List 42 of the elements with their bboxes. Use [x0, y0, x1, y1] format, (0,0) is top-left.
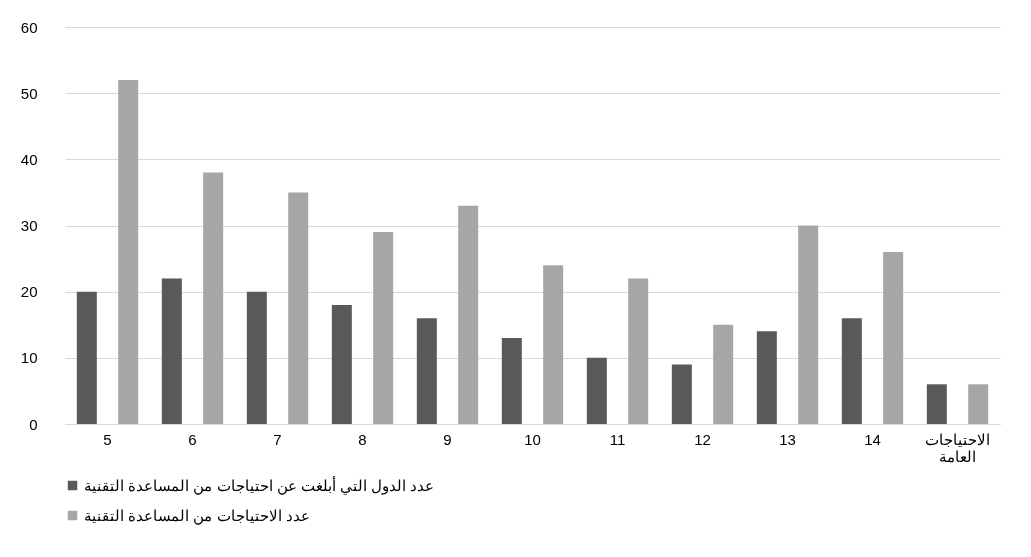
y-tick-label: 30 — [20, 217, 38, 234]
bar — [118, 79, 139, 424]
bar — [373, 232, 394, 424]
legend-label: عدد الدول التي أبلغت عن احتياجات من المساعدة التقنية — [84, 475, 435, 495]
y-tick-label: 60 — [20, 18, 38, 36]
bar — [203, 172, 224, 424]
x-tick-label: 11 — [609, 430, 626, 448]
bar — [76, 291, 97, 424]
y-tick-label: 40 — [20, 150, 38, 168]
x-tick-label: 8 — [358, 430, 367, 448]
x-tick-label: 10 — [524, 430, 541, 448]
legend-label: عدد الاحتياجات من المساعدة التقنية — [84, 506, 310, 525]
bar — [756, 331, 777, 424]
bar — [416, 318, 437, 424]
bar — [458, 205, 479, 424]
y-tick-label: 0 — [29, 415, 38, 433]
bar — [161, 278, 182, 424]
bar — [246, 291, 267, 424]
bar — [331, 304, 352, 424]
x-tick-label: 7 — [273, 430, 282, 448]
y-tick-label: 20 — [20, 283, 38, 301]
y-tick-label: 50 — [20, 84, 38, 102]
bar — [543, 265, 564, 424]
x-tick-label: 6 — [188, 430, 197, 448]
bar — [798, 225, 819, 424]
y-tick-label: 10 — [20, 349, 38, 367]
x-tick-label: 9 — [443, 430, 452, 448]
bar — [501, 337, 522, 424]
x-tick-label: 14 — [864, 430, 881, 448]
bar — [288, 192, 309, 424]
bar — [883, 251, 904, 424]
bar — [713, 324, 734, 424]
x-tick-label: 5 — [103, 430, 112, 448]
bar — [586, 357, 607, 424]
bar — [968, 384, 989, 424]
bar — [841, 318, 862, 424]
x-tick-label: الاحتياجات العامة — [925, 430, 990, 465]
x-tick-label: 12 — [694, 430, 711, 448]
x-tick-label: 13 — [779, 430, 796, 448]
bar — [926, 384, 947, 424]
bar — [671, 364, 692, 424]
bar — [628, 278, 649, 424]
